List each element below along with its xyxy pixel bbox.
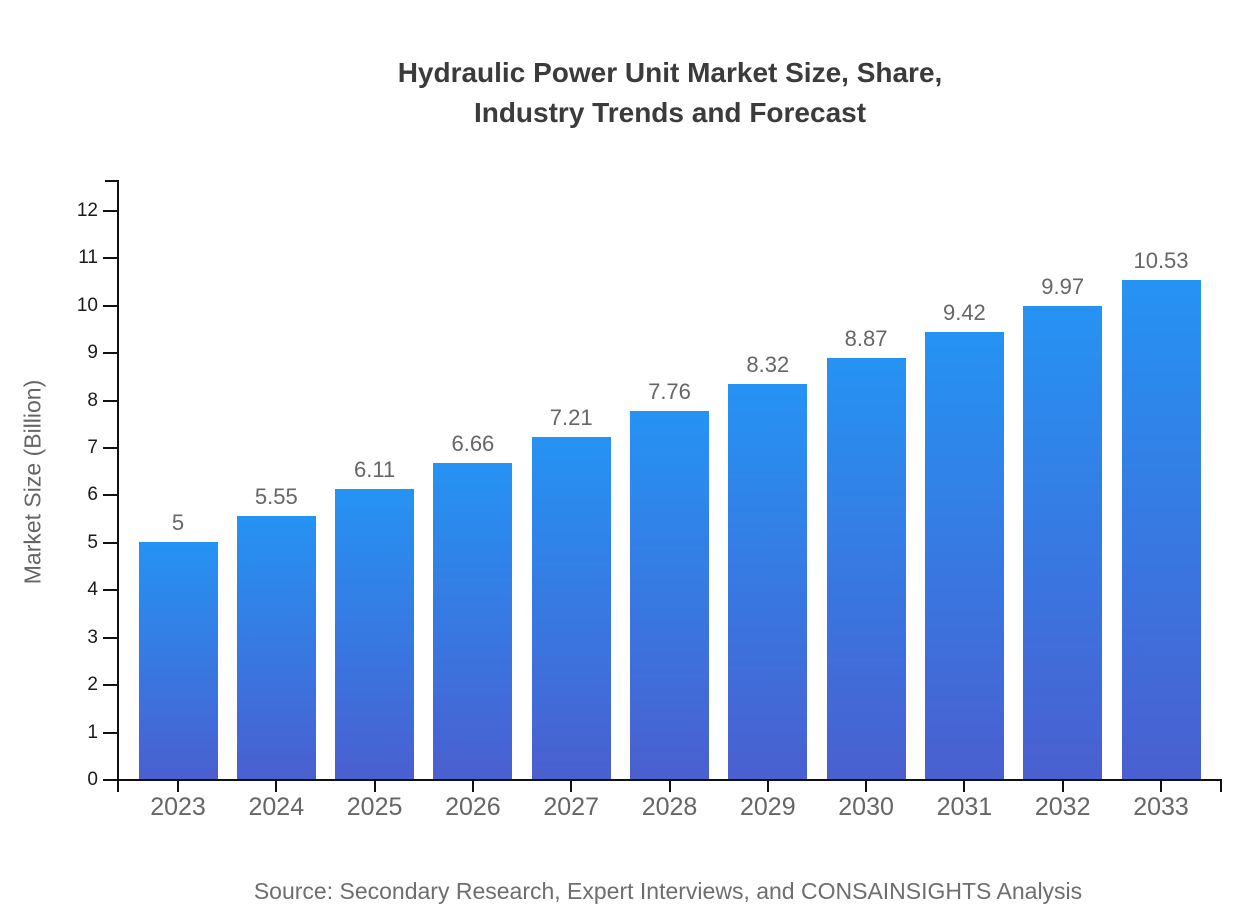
bar-value-label: 7.76 <box>648 379 691 405</box>
y-tick-label: 3 <box>87 626 98 648</box>
y-tick-label: 11 <box>78 247 98 269</box>
x-tick-label: 2032 <box>1034 793 1091 821</box>
x-axis-left-cap <box>117 781 119 792</box>
x-tick-mark <box>865 781 868 792</box>
bar-value-label: 5 <box>171 509 185 535</box>
bar-value-label: 8.32 <box>746 352 790 378</box>
x-tick-label: 2028 <box>641 793 698 821</box>
bar <box>138 541 218 779</box>
bar <box>1023 306 1103 779</box>
x-tick-mark <box>1061 781 1064 792</box>
bar <box>630 411 709 779</box>
x-tick-mark <box>373 781 376 792</box>
y-tick-mark <box>103 779 117 781</box>
x-tick-label: 2033 <box>1133 793 1189 821</box>
y-tick-mark <box>103 399 117 402</box>
y-tick-mark <box>103 494 117 497</box>
bar <box>433 463 513 779</box>
chart-title-line1: Hydraulic Power Unit Market Size, Share, <box>397 57 943 88</box>
y-axis-line <box>117 180 119 781</box>
bar <box>531 437 611 779</box>
bar <box>826 358 906 779</box>
x-tick-mark <box>570 781 573 792</box>
source-note: Source: Secondary Research, Expert Inter… <box>253 878 1083 904</box>
x-tick-mark <box>1160 781 1162 792</box>
x-axis-end-cap <box>1220 781 1222 792</box>
y-tick-mark <box>103 209 117 212</box>
x-tick-label: 2027 <box>543 793 599 821</box>
y-tick-mark <box>103 257 117 260</box>
x-tick-label: 2025 <box>346 793 403 821</box>
x-tick-label: 2023 <box>150 793 206 821</box>
y-tick-mark <box>103 636 117 639</box>
bar-value-label: 9.42 <box>942 300 986 326</box>
bar <box>335 489 415 779</box>
x-tick-label: 2029 <box>739 793 796 821</box>
chart-title-line2: Industry Trends and Forecast <box>473 97 867 128</box>
x-tick-label: 2024 <box>248 793 305 821</box>
y-axis-end-cap <box>105 180 117 182</box>
x-tick-mark <box>471 781 474 792</box>
bar <box>236 515 316 779</box>
y-tick-mark <box>103 447 117 450</box>
y-tick-label: 2 <box>87 674 98 696</box>
bar-value-label: 8.87 <box>844 326 888 352</box>
x-tick-label: 2026 <box>445 793 501 821</box>
y-tick-label: 5 <box>87 531 98 553</box>
x-tick-mark <box>963 781 966 792</box>
y-tick-label: 8 <box>87 389 98 411</box>
y-tick-mark <box>103 352 117 355</box>
y-tick-mark <box>103 589 117 592</box>
bar <box>924 332 1004 779</box>
y-tick-mark <box>103 684 117 687</box>
y-tick-mark <box>103 541 117 544</box>
x-tick-mark <box>275 781 278 792</box>
bar-value-label: 10.53 <box>1133 247 1189 273</box>
y-tick-label: 7 <box>87 437 98 459</box>
bar-value-label: 9.97 <box>1041 274 1085 300</box>
y-tick-label: 9 <box>87 342 98 364</box>
bar-value-label: 7.21 <box>549 405 593 431</box>
bar-value-label: 6.11 <box>354 457 396 483</box>
y-tick-label: 0 <box>87 769 98 790</box>
x-tick-mark <box>668 781 671 792</box>
y-tick-label: 10 <box>76 294 98 316</box>
y-tick-label: 1 <box>87 721 98 743</box>
bar <box>728 384 808 779</box>
y-tick-label: 6 <box>87 484 98 506</box>
x-tick-label: 2031 <box>936 793 993 821</box>
bar-value-label: 6.66 <box>451 431 495 457</box>
bar <box>1121 279 1201 779</box>
x-axis-line <box>117 779 1222 781</box>
chart-title: Hydraulic Power Unit Market Size, Share,… <box>398 53 943 133</box>
x-tick-label: 2030 <box>838 793 894 821</box>
x-tick-mark <box>766 781 769 792</box>
y-tick-label: 12 <box>76 199 98 221</box>
y-tick-mark <box>103 304 117 307</box>
y-tick-label: 4 <box>87 579 98 601</box>
bar-value-label: 5.55 <box>254 483 298 509</box>
x-tick-mark <box>177 781 179 792</box>
y-tick-mark <box>103 731 117 734</box>
